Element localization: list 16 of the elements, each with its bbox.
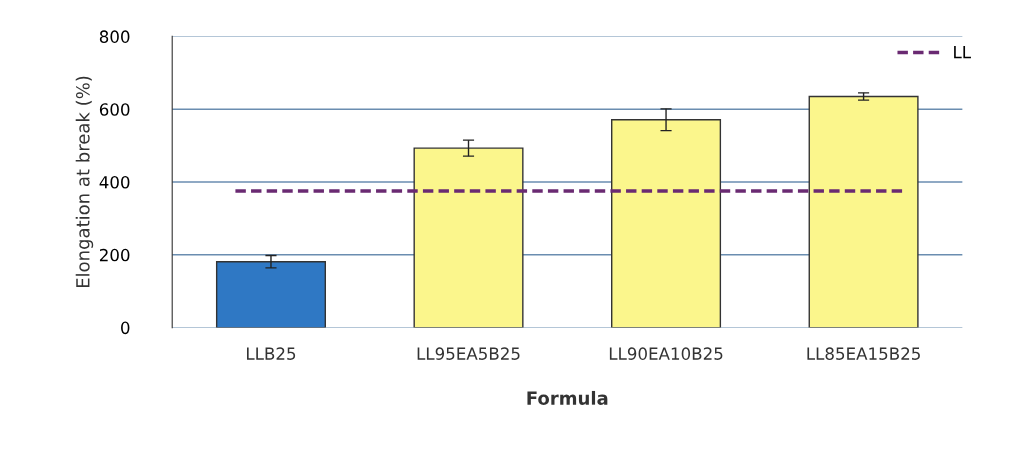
x-axis-title: Formula	[527, 390, 608, 405]
y-axis-title: Elongation at break (%)	[75, 76, 94, 288]
bar	[808, 95, 919, 328]
y-tick-label: 0	[121, 321, 130, 335]
x-tick-label: LLB25	[247, 347, 296, 360]
y-tick-label: 400	[99, 175, 130, 189]
bar	[215, 261, 326, 328]
x-tick-label: LL95EA5B25	[417, 347, 520, 360]
bar	[413, 147, 524, 328]
legend-label: LL	[954, 46, 971, 59]
bar	[611, 119, 722, 328]
y-tick-label: 800	[99, 30, 130, 43]
y-tick-label: 600	[99, 103, 130, 116]
x-tick-label: LL90EA10B25	[609, 347, 723, 360]
x-tick-label: LL85EA15B25	[807, 347, 920, 360]
y-tick-label: 200	[99, 248, 130, 262]
